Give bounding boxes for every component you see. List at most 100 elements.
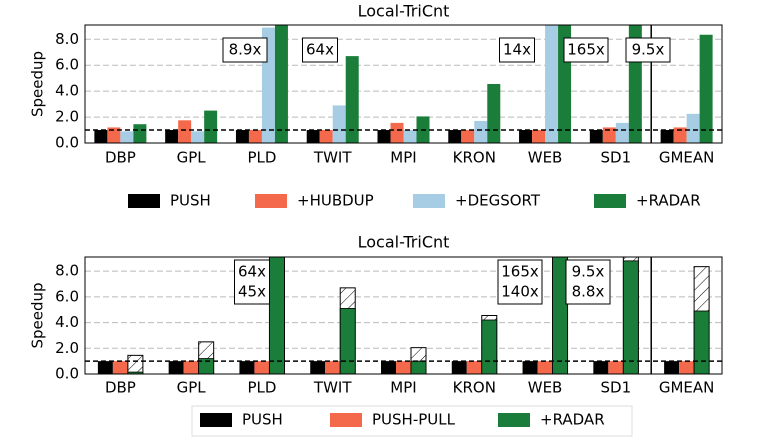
- bar: [403, 130, 417, 143]
- legend-label: +DEGSORT: [455, 192, 541, 210]
- bar: [474, 120, 488, 143]
- bar: [127, 371, 144, 374]
- x-tick-label: WEB: [528, 379, 563, 397]
- x-tick-label: SD1: [601, 149, 632, 167]
- y-tick-label: 0.0: [55, 134, 79, 152]
- bar: [254, 361, 270, 374]
- annotation-box: [497, 259, 543, 305]
- bar: [466, 361, 482, 374]
- bar: [679, 361, 695, 374]
- plot-area: [94, 25, 713, 143]
- bar: [602, 127, 616, 143]
- bar: [168, 361, 184, 374]
- bar: [198, 358, 215, 374]
- x-tick-label: PLD: [247, 379, 276, 397]
- bar: [345, 56, 359, 143]
- bar: [589, 130, 603, 143]
- legend-swatch: [498, 413, 530, 427]
- annotation-box: [234, 259, 270, 305]
- x-tick-label: TWIT: [313, 379, 352, 397]
- bar: [664, 361, 680, 374]
- annotation: 165x: [501, 263, 539, 281]
- bar: [339, 308, 356, 374]
- bar: [552, 257, 568, 374]
- x-tick-label: GPL: [177, 149, 207, 167]
- bar: [608, 361, 624, 374]
- bar: [97, 361, 113, 374]
- annotation-box: [302, 37, 338, 63]
- bar: [545, 25, 559, 143]
- x-tick-label: DBP: [105, 149, 136, 167]
- legend-label: PUSH-PULL: [372, 411, 456, 429]
- bar: [120, 131, 134, 143]
- legend-box: [191, 405, 633, 437]
- legend-label: PUSH: [170, 192, 211, 210]
- legend-label: PUSH: [242, 411, 283, 429]
- annotation: 9.5x: [572, 263, 605, 281]
- x-tick-label: MPI: [390, 379, 416, 397]
- y-tick-label: 6.0: [55, 56, 79, 74]
- y-axis-label: Speedup: [29, 51, 47, 117]
- bar: [593, 361, 609, 374]
- bar: [396, 361, 411, 374]
- chart-title: Local-TriCnt: [358, 233, 450, 252]
- bar: [183, 361, 199, 374]
- bar: [615, 122, 629, 143]
- bar: [306, 130, 320, 143]
- bar: [693, 310, 710, 374]
- bar: [481, 319, 498, 374]
- bar: [686, 113, 700, 143]
- legend-label: +RADAR: [636, 192, 701, 210]
- legend-swatch: [330, 413, 362, 427]
- x-tick-label: GMEAN: [659, 379, 715, 397]
- annotation: 8.9x: [229, 41, 262, 59]
- bar: [461, 130, 475, 143]
- annotation-box: [222, 37, 268, 63]
- legend-swatch: [200, 413, 232, 427]
- bar: [165, 130, 179, 143]
- annotation-box: [625, 37, 671, 63]
- annotation: 45x: [238, 283, 266, 301]
- annotation: 64x: [306, 41, 334, 59]
- annotation-box: [563, 37, 609, 63]
- plot-frame: [84, 24, 723, 144]
- annotation: 140x: [501, 283, 539, 301]
- x-tick-label: MPI: [390, 149, 416, 167]
- bar: [319, 130, 333, 143]
- bar: [94, 130, 108, 143]
- y-tick-label: 4.0: [55, 313, 79, 331]
- bar-hatched: [127, 354, 144, 374]
- plot-frame: [84, 256, 723, 375]
- x-tick-label: SD1: [601, 379, 632, 397]
- bar: [451, 361, 467, 374]
- y-tick-label: 8.0: [55, 30, 79, 48]
- x-tick-label: GMEAN: [659, 149, 715, 167]
- bar: [274, 25, 288, 143]
- annotation: 64x: [238, 263, 266, 281]
- plot-area: [97, 257, 710, 374]
- bar: [673, 127, 687, 143]
- bar: [310, 361, 326, 374]
- bar: [487, 84, 501, 143]
- bar: [204, 110, 218, 143]
- bar: [532, 130, 546, 143]
- bar: [112, 361, 128, 374]
- bar: [537, 361, 553, 374]
- bar: [133, 124, 147, 143]
- bar: [390, 122, 404, 143]
- legend-label: +RADAR: [540, 411, 605, 429]
- bar: [699, 34, 713, 143]
- legend-swatch: [255, 194, 287, 208]
- bar: [239, 361, 255, 374]
- annotation: 9.5x: [632, 41, 665, 59]
- legend-label: +HUBDUP: [297, 192, 374, 210]
- bar: [381, 361, 396, 374]
- bar: [448, 130, 462, 143]
- y-axis-label: Speedup: [29, 282, 47, 348]
- x-tick-label: GPL: [177, 379, 207, 397]
- legend-swatch: [128, 194, 160, 208]
- y-tick-label: 6.0: [55, 287, 79, 305]
- annotation: 8.8x: [572, 283, 605, 301]
- y-tick-label: 4.0: [55, 82, 79, 100]
